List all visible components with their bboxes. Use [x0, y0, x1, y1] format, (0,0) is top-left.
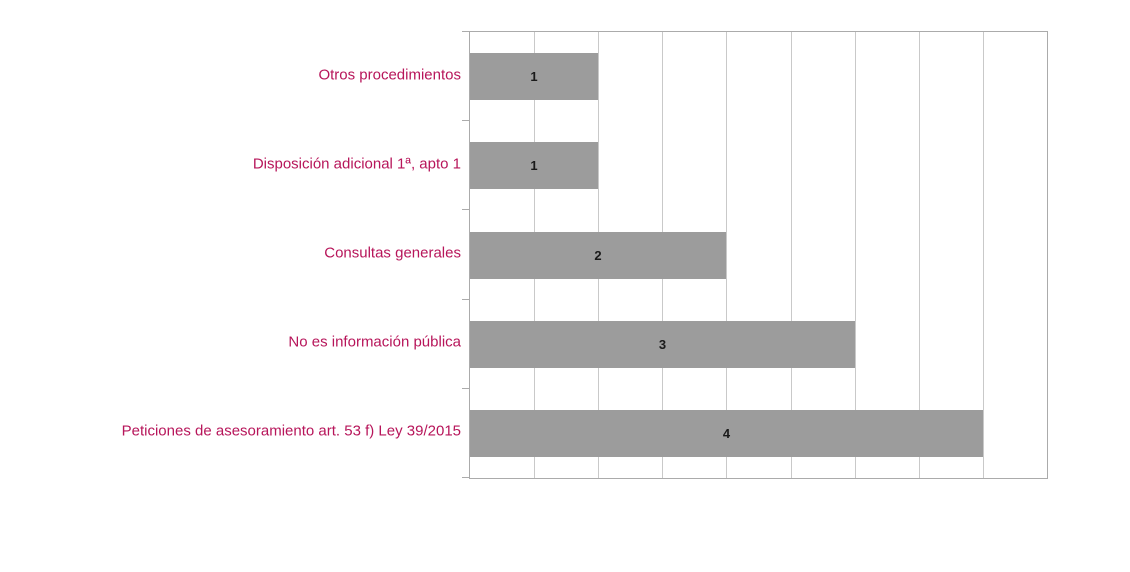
- category-label: No es información pública: [288, 333, 461, 351]
- gridline: [919, 32, 920, 478]
- bar: 1: [470, 53, 598, 100]
- bar: 1: [470, 142, 598, 189]
- axis-tick: [462, 477, 469, 478]
- category-label: Otros procedimientos: [318, 66, 461, 84]
- bar-value-label: 4: [722, 426, 731, 441]
- bar-value-label: 2: [594, 248, 602, 263]
- plot-area: 1 1 2 3 4: [469, 31, 1048, 479]
- gridline: [983, 32, 984, 478]
- axis-tick: [462, 31, 469, 32]
- category-label: Disposición adicional 1ª, apto 1: [252, 155, 461, 173]
- bar: 3: [470, 321, 855, 368]
- bar-value-label: 1: [530, 158, 538, 173]
- axis-tick: [462, 209, 469, 210]
- bar: 4: [470, 410, 983, 457]
- bar-value-label: 3: [658, 337, 667, 352]
- gridline: [726, 32, 727, 478]
- axis-tick: [462, 388, 469, 389]
- axis-tick: [462, 120, 469, 121]
- gridline: [791, 32, 792, 478]
- category-label: Peticiones de asesoramiento art. 53 f) L…: [121, 422, 461, 440]
- axis-tick: [462, 299, 469, 300]
- category-label: Consultas generales: [324, 244, 461, 262]
- gridline: [855, 32, 856, 478]
- bar-value-label: 1: [530, 69, 538, 84]
- bar: 2: [470, 232, 726, 279]
